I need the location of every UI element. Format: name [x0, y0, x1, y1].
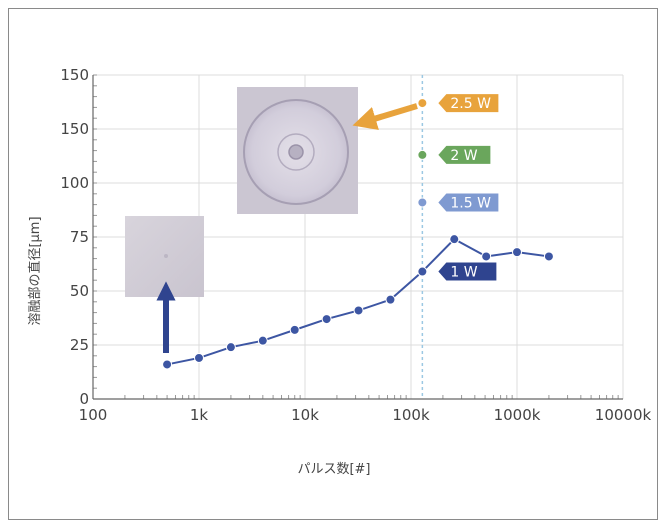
power-marker-point — [417, 197, 428, 208]
data-point — [225, 342, 236, 353]
chart-frame: 100 1k 10k 100k 1000k 10000k 0 25 50 75 100 150 150… — [8, 8, 658, 520]
x-tick-label: 10000k — [595, 406, 652, 424]
data-point — [162, 359, 173, 370]
annotation-arrow-orange — [352, 103, 418, 131]
power-tag — [438, 94, 499, 113]
y-tick-labels: 0 25 50 75 100 150 150 — [60, 66, 89, 408]
y-tick-label: 25 — [70, 336, 89, 354]
data-point — [321, 314, 332, 325]
data-point — [512, 247, 522, 258]
x-tick-label: 10k — [291, 406, 319, 424]
data-point — [543, 251, 554, 262]
power-tag — [438, 262, 497, 281]
y-tick-label: 75 — [70, 228, 89, 246]
data-point — [481, 251, 492, 262]
power-tag-label: 2.5 W — [450, 96, 491, 112]
y-tick-label: 150 — [60, 120, 89, 138]
x-tick-label: 100 — [79, 406, 108, 424]
x-tick-label: 1k — [190, 406, 209, 424]
data-point — [385, 294, 396, 305]
power-tag — [438, 145, 491, 164]
data-point — [417, 266, 428, 277]
data-point — [289, 324, 300, 335]
x-axis-label: パルス数[#] — [297, 462, 370, 477]
x-tick-labels: 100 1k 10k 100k 1000k 10000k — [79, 406, 652, 424]
power-marker-point — [417, 149, 428, 160]
power-tag-label: 1 W — [450, 265, 477, 281]
y-tick-label: 100 — [60, 174, 89, 192]
y-tick-label: 150 — [60, 66, 89, 84]
power-marker-point — [417, 98, 428, 109]
power-tags: 1 W 2.5 W 2 W 1.5 W — [438, 94, 499, 281]
x-tick-label: 1000k — [494, 406, 541, 424]
y-axis-label: 溶融部の直径[μm] — [28, 216, 43, 325]
micrograph-large — [237, 87, 358, 214]
power-tag-label: 1.5 W — [450, 195, 491, 211]
data-point — [194, 352, 204, 363]
x-tick-label: 100k — [392, 406, 430, 424]
series-line — [166, 237, 550, 366]
y-tick-label: 50 — [70, 282, 89, 300]
micrograph-small — [125, 216, 204, 297]
power-tag-label: 2 W — [450, 148, 477, 164]
power-markers — [417, 98, 428, 208]
data-point — [257, 335, 268, 346]
series-layer — [162, 234, 554, 370]
power-tag — [438, 193, 499, 212]
y-tick-label: 0 — [79, 390, 89, 408]
axes — [92, 74, 623, 400]
data-point — [449, 234, 460, 245]
chart-svg: 100 1k 10k 100k 1000k 10000k 0 25 50 75 100 150 150… — [28, 66, 652, 477]
data-point — [353, 305, 364, 316]
